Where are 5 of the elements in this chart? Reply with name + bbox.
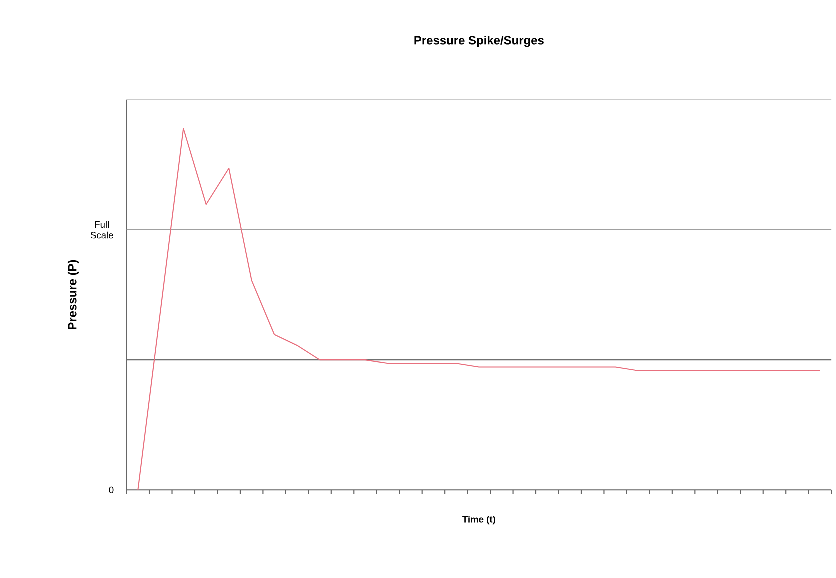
ref-line-label: Full Scale [90,221,114,239]
y-axis-title: Pressure (P) [68,260,80,330]
text: 0 [109,486,114,494]
x-axis-title: Time (t) [462,516,496,525]
chart-title: Pressure Spike/Surges [414,36,544,48]
